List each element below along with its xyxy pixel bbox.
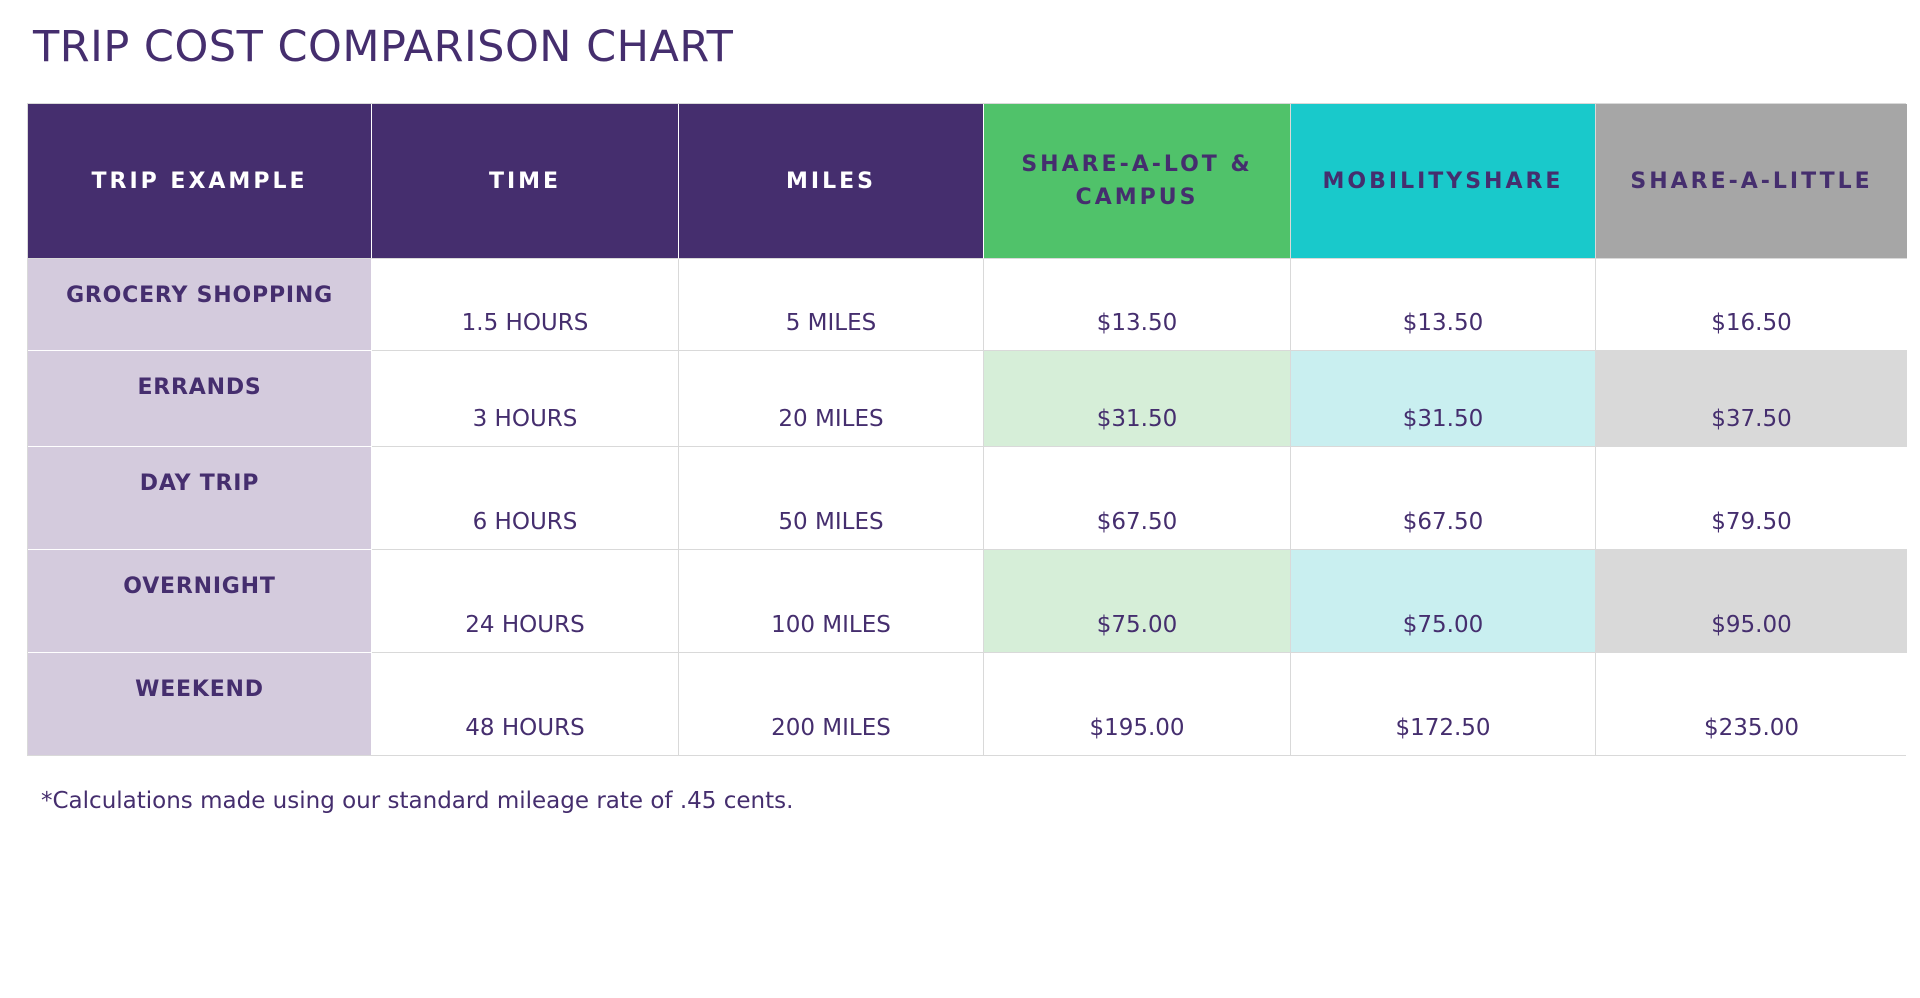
cell-time: 6 HOURS: [372, 447, 679, 550]
cell-share-a-little: $16.50: [1596, 259, 1907, 351]
row-label-overnight: OVERNIGHT: [28, 550, 372, 653]
footnote: *Calculations made using our standard mi…: [41, 788, 794, 814]
column-header-share-a-lot-campus: SHARE-A-LOT & CAMPUS: [984, 104, 1291, 259]
cell-time: 24 HOURS: [372, 550, 679, 653]
row-label-grocery-shopping: GROCERY SHOPPING: [28, 259, 372, 351]
cell-share-a-little: $79.50: [1596, 447, 1907, 550]
cell-time: 48 HOURS: [372, 653, 679, 755]
cell-miles: 200 MILES: [679, 653, 984, 755]
cell-miles: 20 MILES: [679, 351, 984, 447]
cell-share-a-lot: $75.00: [984, 550, 1291, 653]
row-label-day-trip: DAY TRIP: [28, 447, 372, 550]
cell-share-a-lot: $67.50: [984, 447, 1291, 550]
cell-time: 3 HOURS: [372, 351, 679, 447]
row-label-weekend: WEEKEND: [28, 653, 372, 755]
cell-mobilityshare: $172.50: [1291, 653, 1596, 755]
cell-share-a-lot: $31.50: [984, 351, 1291, 447]
cell-miles: 50 MILES: [679, 447, 984, 550]
cell-share-a-little: $235.00: [1596, 653, 1907, 755]
cell-share-a-little: $95.00: [1596, 550, 1907, 653]
column-header-mobilityshare: MOBILITYSHARE: [1291, 104, 1596, 259]
cell-time: 1.5 HOURS: [372, 259, 679, 351]
page-title: TRIP COST COMPARISON CHART: [33, 22, 734, 72]
cell-miles: 5 MILES: [679, 259, 984, 351]
cell-mobilityshare: $75.00: [1291, 550, 1596, 653]
cell-mobilityshare: $67.50: [1291, 447, 1596, 550]
cell-share-a-lot: $195.00: [984, 653, 1291, 755]
row-label-errands: ERRANDS: [28, 351, 372, 447]
cell-share-a-lot: $13.50: [984, 259, 1291, 351]
column-header-miles: MILES: [679, 104, 984, 259]
cell-mobilityshare: $13.50: [1291, 259, 1596, 351]
cell-mobilityshare: $31.50: [1291, 351, 1596, 447]
column-header-trip-example: TRIP EXAMPLE: [28, 104, 372, 259]
cell-share-a-little: $37.50: [1596, 351, 1907, 447]
column-header-time: TIME: [372, 104, 679, 259]
column-header-share-a-little: SHARE-A-LITTLE: [1596, 104, 1907, 259]
trip-cost-table: TRIP EXAMPLE TIME MILES SHARE-A-LOT & CA…: [27, 103, 1907, 756]
cell-miles: 100 MILES: [679, 550, 984, 653]
